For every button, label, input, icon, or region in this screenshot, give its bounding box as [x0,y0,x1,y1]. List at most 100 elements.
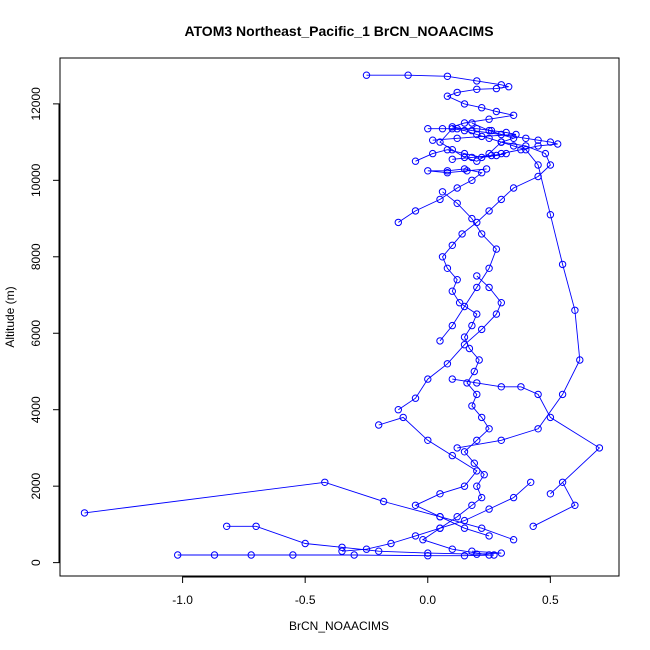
data-point [485,264,493,272]
y-tick-label: 2000 [29,472,43,499]
y-tick-label: 10000 [29,163,43,197]
plot-frame [59,57,620,577]
x-tick-label: -0.5 [295,593,316,607]
series-line [398,275,502,411]
data-point [448,375,456,383]
data-point [438,125,447,133]
data-point [210,551,219,559]
data-point [411,157,420,165]
data-point [453,125,461,133]
data-point [436,524,444,532]
data-point [375,547,383,555]
data-point [429,136,437,144]
data-point [534,161,542,169]
series-line [177,554,495,557]
data-point [546,490,555,498]
data-point [478,524,486,532]
series-line [415,149,507,162]
series-line [378,416,490,537]
data-point [362,545,371,553]
data-point [509,142,518,150]
data-point [473,157,481,165]
y-tick-label: 12000 [29,87,43,121]
data-point [497,138,505,146]
data-point [424,552,432,560]
data-point [443,92,452,100]
data-point [460,341,469,349]
data-point [460,333,469,341]
data-point [509,493,518,502]
data-point [321,478,329,486]
data-point [338,547,346,555]
data-point [470,367,478,376]
data-point [404,71,412,79]
data-point [485,115,493,123]
data-point [394,406,402,414]
data-point [497,130,505,139]
data-point [458,230,466,238]
data-point [436,337,444,345]
data-point [443,360,452,368]
data-point [509,134,518,143]
data-point [301,539,309,548]
series-line [366,74,558,155]
series-line [226,525,502,555]
x-tick-label: 0.0 [419,593,436,607]
data-point [478,169,486,177]
data-point [375,421,383,429]
data-point [443,146,452,154]
data-point [497,81,505,89]
data-point [487,151,496,160]
data-point [252,522,260,530]
data-point [473,436,481,444]
data-point [546,161,555,169]
data-point [576,356,584,364]
data-point [362,71,371,79]
data-point [448,287,456,295]
data-point [468,321,476,330]
series-line [341,481,532,552]
x-axis-label: BrCN_NOAACIMS [289,619,389,633]
data-point [485,283,493,292]
series-line [452,378,601,527]
data-point [453,199,461,208]
data-point [460,149,469,158]
x-tick-label: 0.5 [542,593,559,607]
data-point [411,532,420,540]
chart-title: ATOM3 Northeast_Pacific_1 BrCN_NOAACIMS [184,23,493,39]
data-point [502,128,510,137]
data-point [512,130,520,139]
data-point [443,167,452,175]
data-point [509,536,518,544]
data-point [473,77,481,85]
data-point [509,184,518,192]
data-point [485,134,493,143]
data-point [473,390,481,399]
data-point [453,88,461,97]
data-point [522,146,530,154]
data-point [460,100,469,108]
data-point [470,459,478,467]
data-point [473,85,481,94]
data-point [424,549,432,557]
data-point [468,214,476,223]
data-point [438,188,447,196]
data-layer [80,71,604,560]
data-point [350,551,358,559]
data-point [289,551,297,559]
data-point [338,543,346,551]
data-point [429,149,437,158]
data-point [505,83,513,91]
data-point [460,448,469,456]
data-point [485,207,493,215]
data-point [443,169,452,177]
data-point [487,126,496,135]
data-point [473,125,481,133]
x-axis: -1.0 -0.5 0.0 0.5 [172,576,559,607]
data-point [478,153,486,162]
series-line [457,141,581,449]
data-point [558,260,567,269]
data-point [411,207,420,215]
data-point [546,211,555,219]
